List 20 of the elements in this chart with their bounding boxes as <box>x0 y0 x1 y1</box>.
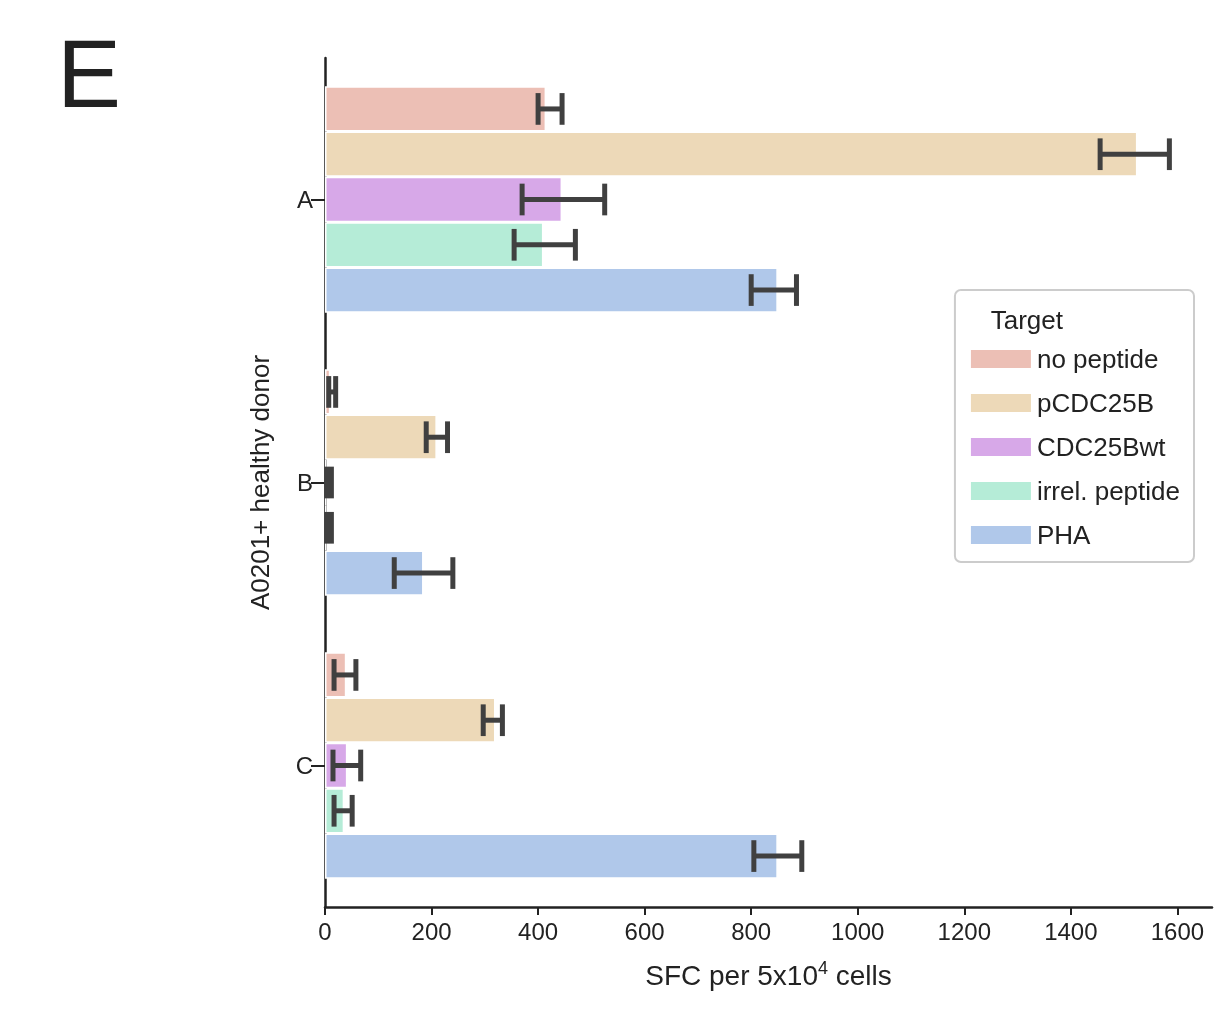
x-tick-label: 0 <box>318 917 332 945</box>
y-tick-label: B <box>296 469 313 496</box>
x-tick-label: 1200 <box>937 917 991 945</box>
x-tick-label: 1000 <box>831 917 885 945</box>
x-tick-label: 1400 <box>1044 917 1098 945</box>
y-axis-title: A0201+ healthy donor <box>245 354 275 611</box>
x-tick-label: 600 <box>624 917 665 945</box>
y-tick-label: A <box>296 186 313 213</box>
text: E <box>57 19 122 127</box>
legend-label: PHA <box>1036 520 1092 550</box>
legend-title: Target <box>990 305 1064 335</box>
legend-label: CDC25Bwt <box>1036 432 1167 462</box>
x-tick-label: 800 <box>731 917 772 945</box>
x-tick-label: 200 <box>411 917 452 945</box>
legend-label: pCDC25B <box>1036 388 1154 418</box>
legend-label: irrel. peptide <box>1036 476 1180 506</box>
legend-label: no peptide <box>1036 344 1159 374</box>
x-tick-label: 400 <box>518 917 559 945</box>
y-tick-label: C <box>295 752 313 779</box>
x-tick-label: 1600 <box>1150 917 1205 945</box>
